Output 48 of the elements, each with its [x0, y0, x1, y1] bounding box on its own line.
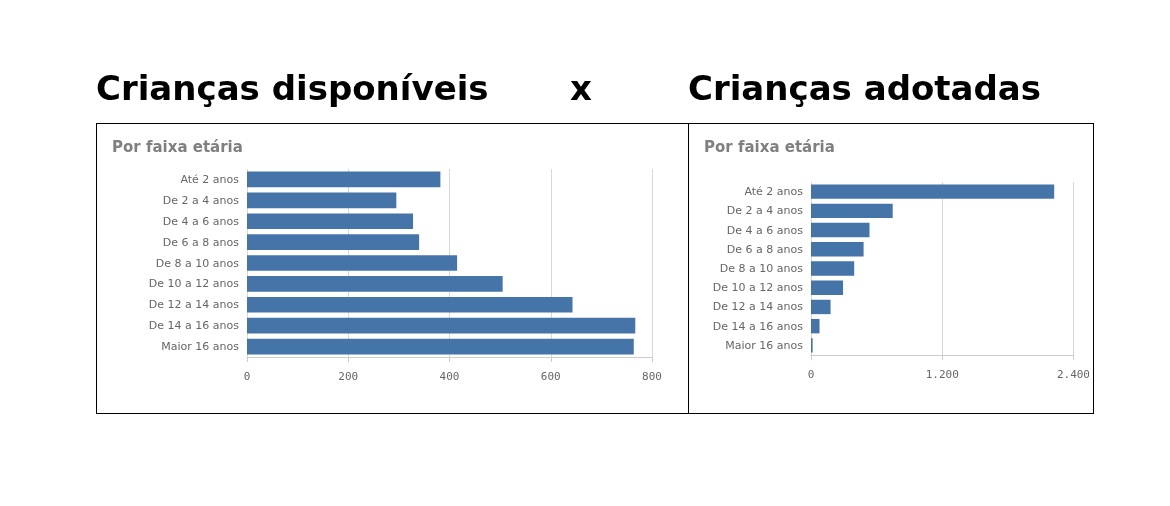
y-tick-label: De 8 a 10 anos [155, 256, 240, 270]
y-tick-label: De 14 a 16 anos [148, 319, 240, 333]
bar [247, 276, 503, 292]
y-tick-label: De 2 a 4 anos [162, 193, 240, 207]
x-tick-label: 200 [338, 370, 359, 383]
bar [811, 184, 1055, 199]
y-tick-label: Maior 16 anos [725, 338, 804, 352]
chart-subtitle: Por faixa etária [112, 137, 243, 156]
bar [247, 213, 414, 230]
x-tick-label: 0 [243, 370, 251, 383]
bar [247, 317, 636, 334]
y-tick-label: De 6 a 8 anos [162, 235, 240, 249]
chart-title: Crianças disponíveis [96, 68, 489, 108]
bar [247, 192, 397, 209]
bar [247, 255, 458, 271]
y-tick-label: De 14 a 16 anos [712, 319, 804, 333]
bar [811, 280, 844, 295]
bar [811, 261, 855, 276]
x-tick-label: 800 [642, 370, 662, 383]
text: x [570, 68, 592, 108]
x-tick-label: 2.400 [1056, 368, 1091, 381]
y-tick-label: De 2 a 4 anos [726, 204, 804, 218]
bar [247, 234, 420, 250]
bar [247, 171, 441, 188]
y-tick-label: De 6 a 8 anos [726, 242, 804, 256]
y-tick-label: De 10 a 12 anos [148, 277, 240, 291]
bar [247, 296, 573, 313]
y-tick-label: De 10 a 12 anos [712, 281, 804, 295]
y-tick-label: Até 2 anos [744, 185, 804, 199]
bar [811, 203, 893, 219]
chart-subtitle: Por faixa etária [704, 137, 835, 156]
bar [247, 338, 634, 355]
x-tick-label: 0 [807, 368, 815, 381]
y-tick-label: De 12 a 14 anos [712, 300, 804, 314]
bar [811, 318, 820, 334]
y-tick-label: De 12 a 14 anos [148, 298, 240, 312]
x-tick-label: 1.200 [925, 368, 959, 381]
y-tick-label: De 4 a 6 anos [162, 214, 240, 228]
y-tick-label: Até 2 anos [180, 172, 240, 186]
bar [811, 299, 831, 315]
x-tick-label: 600 [540, 370, 561, 383]
x-tick-label: 400 [439, 370, 460, 383]
y-tick-label: Maior 16 anos [161, 340, 240, 354]
y-tick-label: De 4 a 6 anos [726, 223, 804, 237]
y-tick-label: De 8 a 10 anos [719, 262, 804, 275]
bar [811, 222, 870, 238]
chart-title: Crianças adotadas [688, 68, 1042, 108]
bar [811, 242, 864, 257]
